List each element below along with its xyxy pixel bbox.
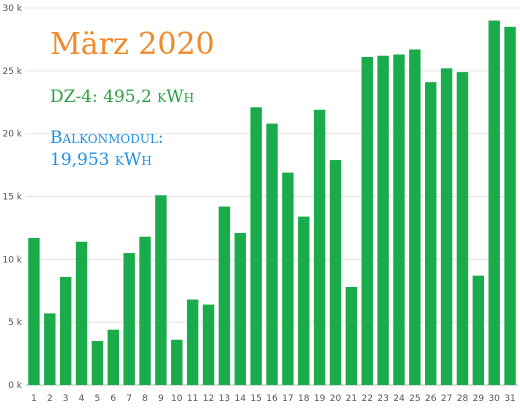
y-tick-label: 20 k bbox=[2, 130, 22, 140]
bar-day-13 bbox=[218, 206, 231, 385]
x-tick-label: 1 bbox=[31, 394, 37, 404]
bar-day-26 bbox=[424, 82, 437, 385]
annotation-balkonmodul-total: 19,953 kWh bbox=[50, 150, 152, 170]
bar-day-16 bbox=[266, 123, 278, 385]
bar-day-11 bbox=[186, 299, 199, 385]
y-tick-label: 10 k bbox=[2, 255, 22, 265]
x-tick-label: 19 bbox=[314, 394, 326, 404]
x-tick-label: 4 bbox=[79, 394, 85, 404]
x-tick-label: 30 bbox=[488, 394, 500, 404]
bar-day-9 bbox=[155, 195, 167, 385]
y-tick-label: 0 k bbox=[8, 381, 23, 391]
y-tick-label: 25 k bbox=[2, 67, 22, 77]
bar-day-8 bbox=[139, 236, 151, 385]
x-tick-label: 2 bbox=[47, 394, 53, 404]
x-tick-label: 16 bbox=[266, 394, 278, 404]
bar-day-2 bbox=[44, 313, 56, 385]
x-tick-label: 17 bbox=[282, 394, 293, 404]
bar-day-4 bbox=[75, 241, 88, 385]
bar-day-23 bbox=[377, 55, 389, 386]
bar-day-10 bbox=[171, 339, 183, 385]
x-tick-label: 28 bbox=[457, 394, 469, 404]
x-tick-label: 11 bbox=[187, 394, 198, 404]
chart-title: März 2020 bbox=[50, 27, 215, 62]
x-tick-label: 9 bbox=[158, 394, 164, 404]
x-tick-label: 14 bbox=[235, 394, 247, 404]
bars bbox=[28, 20, 516, 386]
x-tick-label: 26 bbox=[425, 394, 437, 404]
bar-day-15 bbox=[250, 107, 262, 385]
bar-day-31 bbox=[504, 26, 516, 385]
x-tick-label: 6 bbox=[110, 394, 116, 404]
x-tick-label: 23 bbox=[377, 394, 388, 404]
x-axis-ticks: 1 2 3 4 5 6 7 8 9 10 11 12 13 14 15 16 17 18 19 20 21 22 23 24 2… bbox=[31, 394, 516, 404]
bar-day-6 bbox=[107, 329, 120, 385]
x-tick-label: 24 bbox=[393, 394, 405, 404]
x-tick-label: 8 bbox=[142, 394, 148, 404]
bar-day-20 bbox=[329, 160, 342, 385]
bar-day-18 bbox=[298, 216, 310, 385]
bar-day-3 bbox=[59, 276, 72, 385]
x-tick-label: 31 bbox=[504, 394, 515, 404]
bar-day-19 bbox=[313, 109, 326, 385]
y-tick-label: 15 k bbox=[2, 193, 22, 203]
bar-day-7 bbox=[123, 253, 135, 385]
x-tick-label: 3 bbox=[63, 394, 69, 404]
x-tick-label: 18 bbox=[298, 394, 310, 404]
y-tick-label: 30 k bbox=[2, 4, 22, 14]
x-tick-label: 29 bbox=[473, 394, 485, 404]
y-axis-ticks: 0 k 5 k 10 k 15 k 20 k 25 k 30 k bbox=[2, 4, 22, 391]
x-tick-label: 20 bbox=[330, 394, 342, 404]
x-tick-label: 7 bbox=[126, 394, 132, 404]
y-tick-label: 5 k bbox=[8, 318, 23, 328]
bar-day-1 bbox=[28, 237, 40, 385]
bar-day-14 bbox=[234, 232, 246, 385]
x-tick-label: 22 bbox=[361, 394, 372, 404]
x-tick-label: 15 bbox=[250, 394, 261, 404]
x-tick-label: 27 bbox=[441, 394, 452, 404]
x-tick-label: 10 bbox=[171, 394, 183, 404]
bar-day-21 bbox=[345, 286, 358, 385]
x-tick-label: 21 bbox=[346, 394, 357, 404]
annotation-balkonmodul-label: Balkonmodul: bbox=[50, 128, 164, 148]
bar-day-29 bbox=[472, 275, 485, 385]
x-tick-label: 25 bbox=[409, 394, 420, 404]
annotation-dz4-total: DZ-4: 495,2 kWh bbox=[50, 87, 194, 107]
bar-day-12 bbox=[202, 304, 215, 385]
bar-day-22 bbox=[361, 57, 373, 385]
bar-day-5 bbox=[91, 341, 104, 385]
bar-day-17 bbox=[282, 172, 294, 385]
bar-day-28 bbox=[456, 72, 469, 385]
x-tick-label: 13 bbox=[219, 394, 230, 404]
x-tick-label: 12 bbox=[203, 394, 214, 404]
bar-day-27 bbox=[440, 68, 453, 385]
bar-day-30 bbox=[488, 20, 500, 386]
bar-day-25 bbox=[409, 49, 421, 385]
x-tick-label: 5 bbox=[95, 394, 101, 404]
bar-day-24 bbox=[393, 54, 405, 385]
